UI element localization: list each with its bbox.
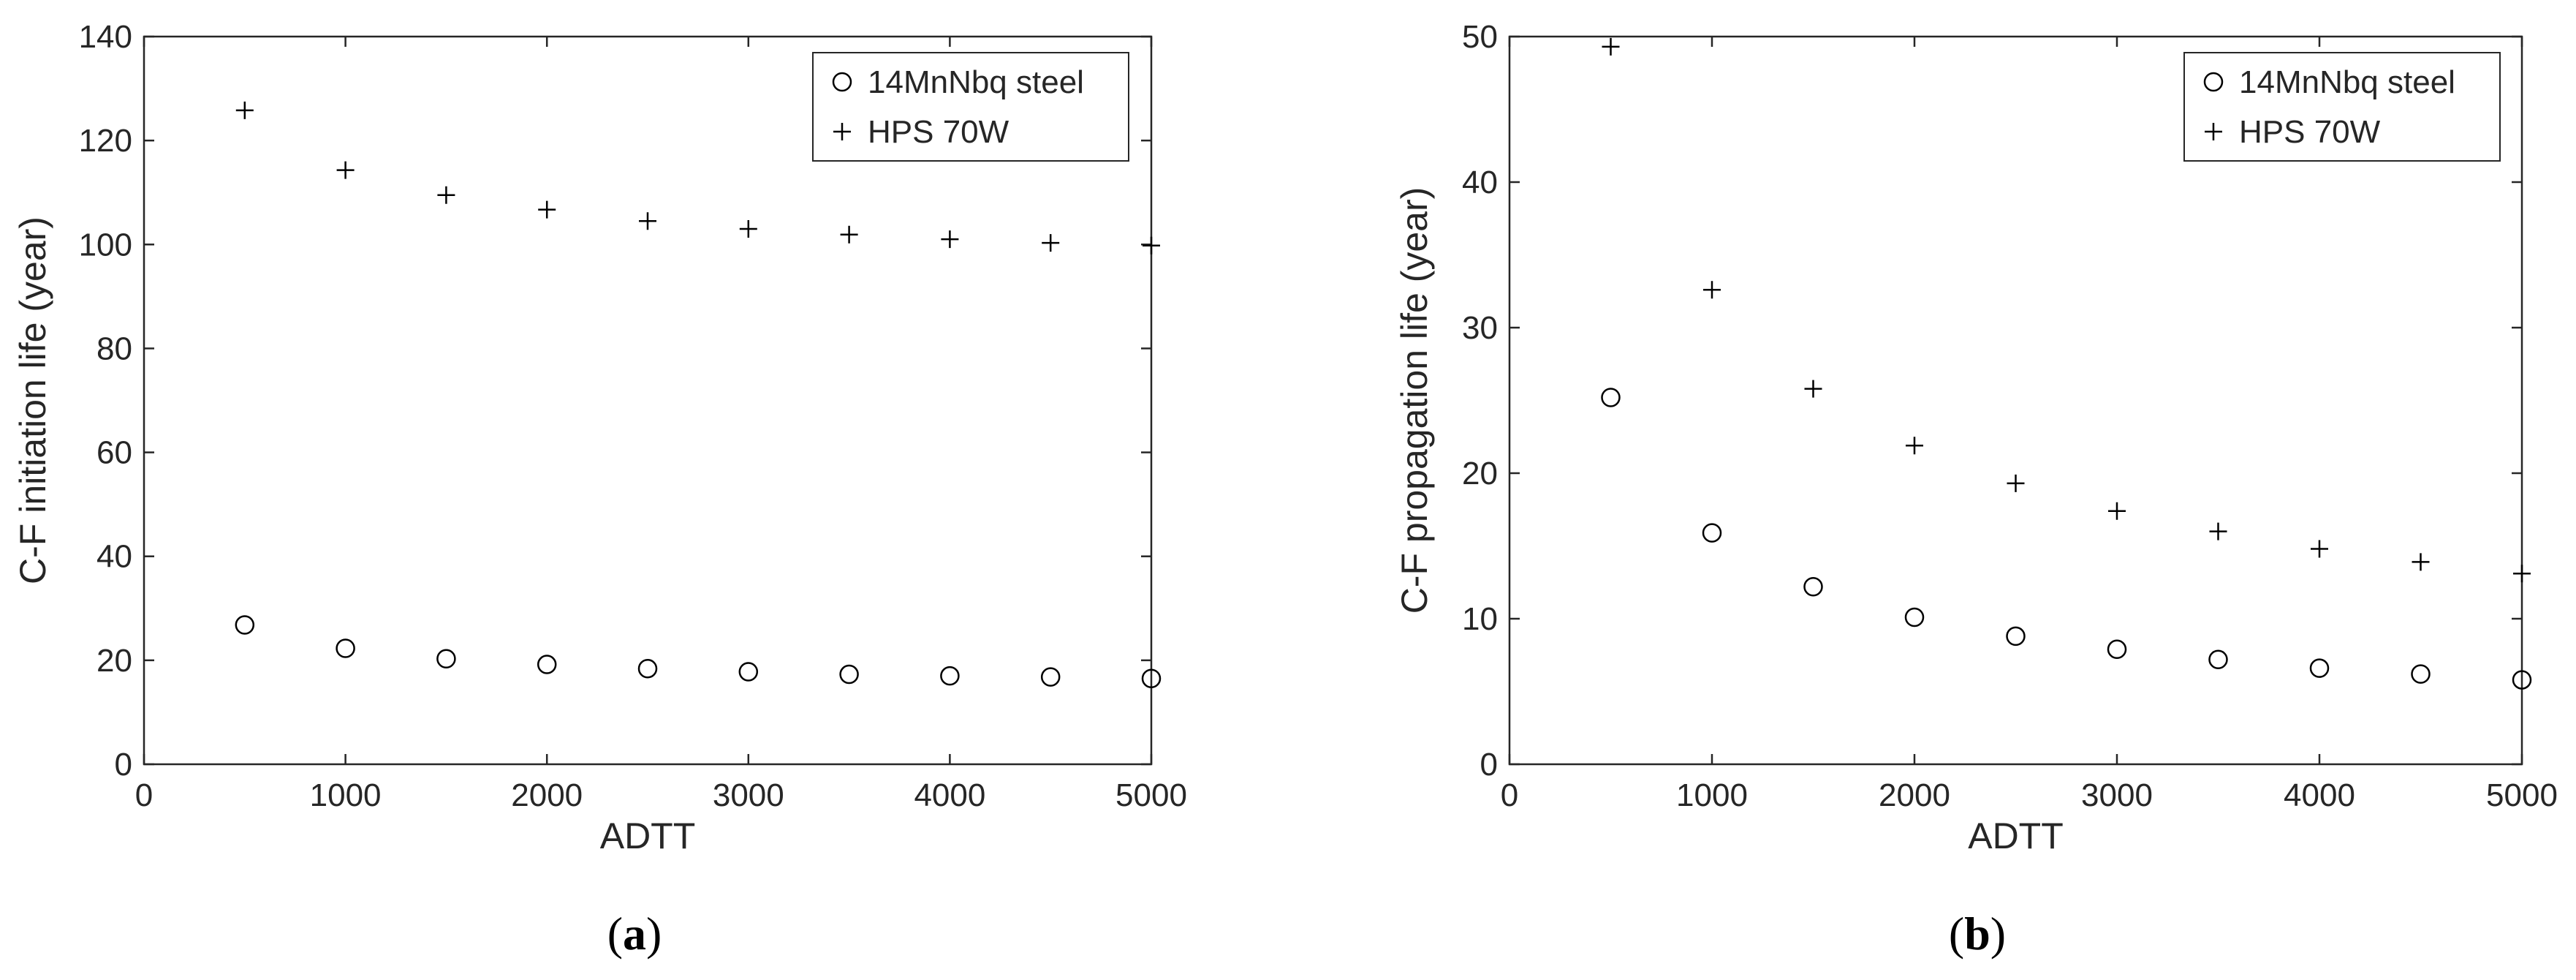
- data-point: [1141, 668, 1162, 688]
- legend-marker: [833, 123, 851, 140]
- data-point: [639, 212, 656, 230]
- x-tick-label: 0: [1501, 777, 1518, 813]
- y-axis-label: C-F propagation life (year): [1394, 187, 1435, 614]
- y-tick-label: 0: [115, 747, 132, 783]
- y-tick-label: 40: [96, 539, 132, 575]
- legend-marker: [2203, 72, 2224, 92]
- y-tick-label: 20: [96, 643, 132, 679]
- plot-frame: [1508, 35, 2523, 766]
- data-point: [840, 225, 858, 244]
- data-point: [2006, 626, 2026, 647]
- data-point: [2309, 658, 2330, 678]
- data-point: [2412, 553, 2430, 571]
- legend-label: 14MnNbq steel: [2239, 64, 2455, 100]
- data-point: [235, 101, 254, 119]
- chart-panel-b: 0 1000 2000 3000 4000 5000 0 10 20 30 40 50 ADTT C-F …: [1394, 19, 2558, 960]
- legend-label: HPS 70W: [2239, 114, 2381, 150]
- y-tick-label: 40: [1462, 165, 1498, 200]
- y-tick-label: 0: [1480, 747, 1498, 783]
- data-point: [2311, 540, 2328, 558]
- y-tick-label: 140: [79, 19, 132, 55]
- data-point: [738, 662, 759, 682]
- data-point: [1601, 388, 1621, 407]
- x-tick-label: 1000: [310, 777, 382, 813]
- x-tick-label: 2000: [1879, 777, 1950, 813]
- data-point: [1143, 236, 1160, 255]
- data-point: [940, 666, 960, 686]
- data-point: [839, 664, 859, 685]
- data-point: [739, 219, 757, 238]
- data-point: [2208, 649, 2228, 669]
- data-point: [1602, 37, 1620, 56]
- data-point: [336, 638, 355, 658]
- data-point: [1804, 380, 1822, 398]
- legend: 14MnNbq steel HPS 70W: [2183, 52, 2501, 162]
- series-plus: [235, 101, 1160, 255]
- data-point: [1040, 667, 1061, 687]
- data-point: [2513, 565, 2531, 583]
- data-point: [1042, 234, 1060, 252]
- data-point: [637, 658, 658, 679]
- plot-frame: [143, 35, 1153, 766]
- panel-label: (b): [1949, 908, 2006, 960]
- x-tick-label: 0: [135, 777, 153, 813]
- y-tick-label: 10: [1462, 601, 1498, 637]
- data-point: [235, 615, 255, 635]
- x-tick-label: 4000: [2284, 777, 2355, 813]
- x-tick-label: 4000: [914, 777, 985, 813]
- x-tick-label: 5000: [1115, 777, 1187, 813]
- x-tick-label: 5000: [2486, 777, 2558, 813]
- y-tick-label: 120: [79, 123, 132, 159]
- series-plus: [1602, 37, 2531, 583]
- data-point: [336, 161, 355, 179]
- y-tick-label: 60: [96, 435, 132, 471]
- x-tick-label: 3000: [713, 777, 784, 813]
- data-point: [1803, 576, 1823, 597]
- y-tick-label: 20: [1462, 456, 1498, 491]
- y-tick-label: 100: [79, 227, 132, 263]
- legend-box: [812, 52, 1129, 162]
- data-point: [2107, 639, 2127, 660]
- chart-panel-a: 0 1000 2000 3000 4000 5000 0 20 40 60 80 100 120 140 A…: [12, 19, 1187, 960]
- y-axis-label: C-F initiation life (year): [12, 216, 53, 584]
- data-point: [436, 649, 456, 668]
- panel-label: (a): [607, 908, 662, 960]
- data-point: [1703, 281, 1721, 299]
- legend-label: 14MnNbq steel: [868, 64, 1084, 100]
- data-point: [2411, 664, 2431, 684]
- x-tick-label: 2000: [511, 777, 583, 813]
- data-point: [1702, 523, 1722, 543]
- data-point: [2209, 522, 2227, 540]
- legend-box: [2183, 52, 2501, 162]
- legend: 14MnNbq steel HPS 70W: [812, 52, 1129, 162]
- x-tick-label: 3000: [2081, 777, 2153, 813]
- legend-label: HPS 70W: [868, 114, 1009, 150]
- data-point: [437, 186, 455, 204]
- data-point: [538, 200, 556, 219]
- legend-marker: [2205, 123, 2222, 140]
- data-point: [2108, 502, 2126, 520]
- y-tick-label: 80: [96, 331, 132, 366]
- legend-marker: [832, 72, 852, 92]
- series-circle: [1601, 388, 2532, 690]
- data-point: [1906, 437, 1923, 455]
- x-tick-label: 1000: [1676, 777, 1748, 813]
- data-point: [1904, 607, 1925, 627]
- y-tick-label: 30: [1462, 310, 1498, 346]
- x-axis-label: ADTT: [600, 815, 696, 856]
- series-circle: [235, 615, 1162, 688]
- data-point: [941, 230, 959, 249]
- data-point: [2512, 670, 2532, 690]
- data-point: [2007, 474, 2025, 492]
- y-tick-label: 50: [1462, 19, 1498, 55]
- x-axis-label: ADTT: [1968, 815, 2064, 856]
- data-point: [537, 655, 557, 674]
